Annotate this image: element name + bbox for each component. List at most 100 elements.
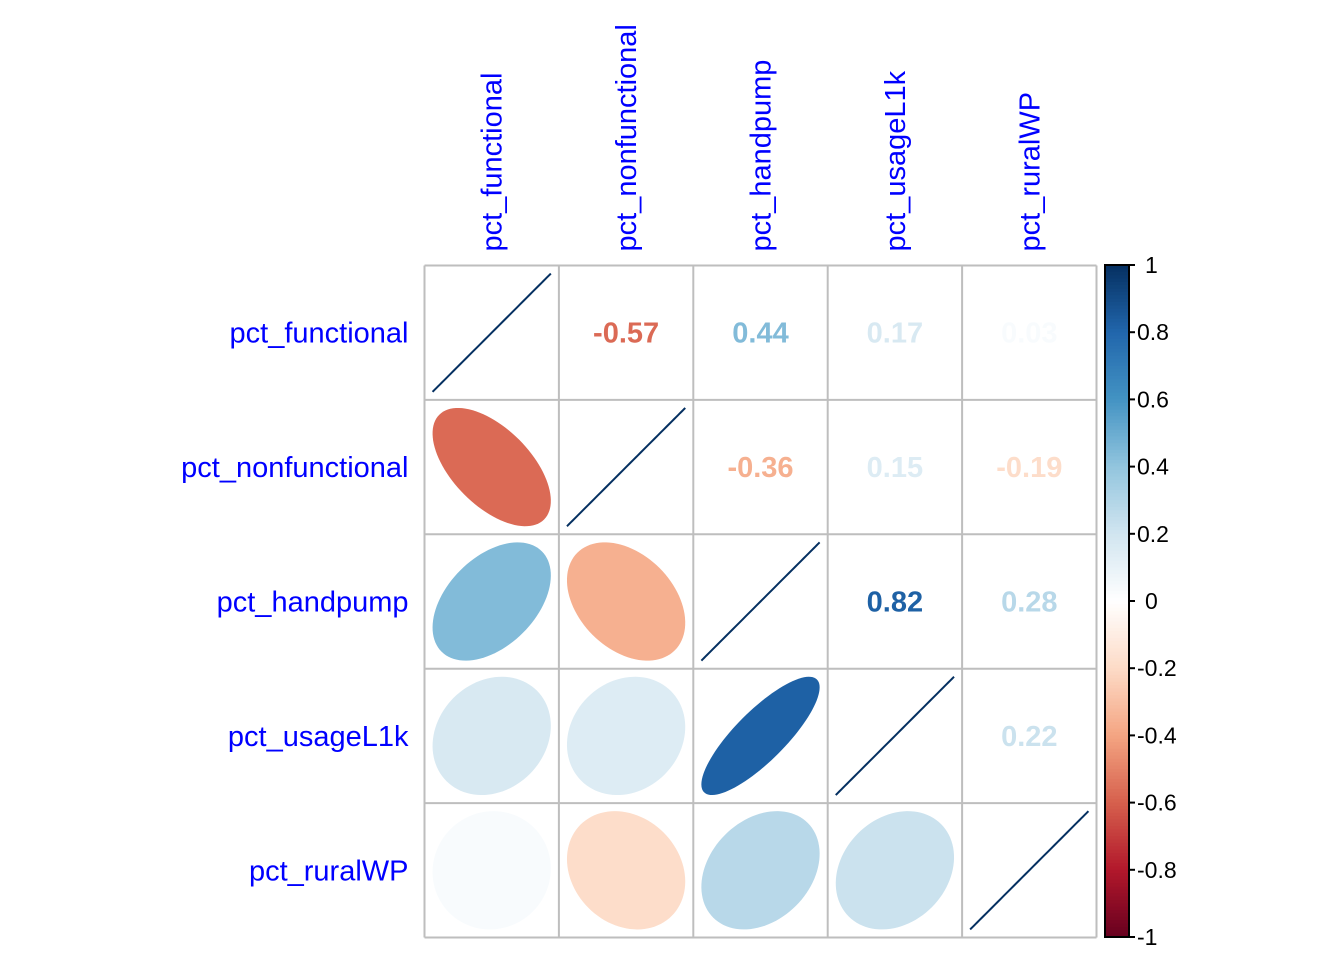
colorbar-tick-label: -0.4 xyxy=(1137,722,1177,748)
colorbar-segment xyxy=(1105,315,1129,320)
colorbar-segment xyxy=(1105,409,1129,414)
colorbar-segment xyxy=(1105,688,1129,693)
colorbar-segment xyxy=(1105,678,1129,683)
colorbar-segment xyxy=(1105,651,1129,656)
colorbar-segment xyxy=(1105,893,1129,898)
colorbar-segment xyxy=(1105,590,1129,595)
colorbar-segment xyxy=(1105,349,1129,353)
colorbar-segment xyxy=(1105,557,1129,562)
colorbar-segment xyxy=(1105,664,1129,669)
column-label: pct_usageL1k xyxy=(880,70,912,251)
colorbar-segment xyxy=(1105,574,1129,579)
colorbar-segment xyxy=(1105,866,1129,871)
colorbar-segment xyxy=(1105,863,1129,868)
colorbar-segment xyxy=(1105,627,1129,632)
colorbar-segment xyxy=(1105,765,1129,770)
colorbar-segment xyxy=(1105,674,1129,679)
colorbar-tick-label: -1 xyxy=(1137,924,1157,950)
colorbar-segment xyxy=(1105,268,1129,273)
colorbar-segment xyxy=(1105,923,1129,928)
correlation-ellipse xyxy=(835,811,955,930)
colorbar-segment xyxy=(1105,486,1129,491)
colorbar-segment xyxy=(1105,832,1129,837)
colorbar-segment xyxy=(1105,641,1129,646)
colorbar-segment xyxy=(1105,523,1129,528)
colorbar-tick-label: 0.4 xyxy=(1137,454,1169,480)
correlation-value: -0.19 xyxy=(996,452,1062,484)
colorbar-segment xyxy=(1105,859,1129,864)
colorbar-segment xyxy=(1105,799,1129,804)
colorbar-segment xyxy=(1105,769,1129,773)
colorbar-segment xyxy=(1105,732,1129,736)
column-label: pct_functional xyxy=(477,73,509,252)
colorbar-segment xyxy=(1105,637,1129,642)
colorbar-segment xyxy=(1105,580,1129,585)
column-labels: pct_functional pct_nonfunctional pct_handp… xyxy=(477,24,1047,251)
colorbar-segment xyxy=(1105,869,1129,874)
correlation-ellipse xyxy=(566,676,686,796)
colorbar-segment xyxy=(1105,446,1129,451)
colorbar-segment xyxy=(1105,463,1129,468)
colorbar-segment xyxy=(1105,338,1129,343)
colorbar-segment xyxy=(1105,842,1129,847)
colorbar-segment xyxy=(1105,375,1129,380)
colorbar-segment xyxy=(1105,805,1129,810)
correlation-ellipse xyxy=(701,676,820,796)
colorbar-segment xyxy=(1105,661,1129,666)
row-label: pct_functional xyxy=(230,318,409,350)
colorbar-segment xyxy=(1105,695,1129,700)
correlation-value: 0.82 xyxy=(867,587,923,619)
colorbar-segment xyxy=(1105,738,1129,743)
colorbar-segment xyxy=(1105,839,1129,844)
colorbar-segment xyxy=(1105,883,1129,888)
colorbar-segment xyxy=(1105,826,1129,831)
colorbar-segment xyxy=(1105,721,1129,726)
colorbar-segment xyxy=(1105,483,1129,488)
colorbar-segment xyxy=(1105,889,1129,894)
colorbar-segment xyxy=(1105,345,1129,350)
colorbar-segment xyxy=(1105,422,1129,427)
correlation-ellipse xyxy=(566,811,686,930)
colorbar-segment xyxy=(1105,382,1129,387)
row-label: pct_handpump xyxy=(217,587,409,619)
colorbar-segment xyxy=(1105,708,1129,713)
colorbar-segment xyxy=(1105,439,1129,444)
colorbar-segment xyxy=(1105,752,1129,757)
column-label: pct_ruralWP xyxy=(1014,92,1046,252)
colorbar-segment xyxy=(1105,490,1129,495)
colorbar-segment xyxy=(1105,648,1129,652)
colorbar-segment xyxy=(1105,779,1129,784)
colorbar: 1 0.8 0.6 0.4 0.2 0 -0.2 -0.4 -0.6 -0.8 -1 xyxy=(1104,252,1177,950)
colorbar-segment xyxy=(1105,853,1129,857)
diagonal-line xyxy=(835,676,955,796)
colorbar-tick-label: -0.2 xyxy=(1137,655,1177,681)
colorbar-segment xyxy=(1105,812,1129,817)
colorbar-segment xyxy=(1105,285,1129,290)
colorbar-segment xyxy=(1105,459,1129,464)
colorbar-segment xyxy=(1105,520,1129,525)
colorbar-segment xyxy=(1105,910,1129,915)
colorbar-segment xyxy=(1105,540,1129,545)
row-label: pct_usageL1k xyxy=(228,721,409,753)
colorbar-segment xyxy=(1105,416,1129,421)
colorbar-segment xyxy=(1105,782,1129,787)
colorbar-segment xyxy=(1105,715,1129,720)
colorbar-segment xyxy=(1105,426,1129,431)
colorbar-segment xyxy=(1105,607,1129,612)
colorbar-segment xyxy=(1105,671,1129,676)
colorbar-segment xyxy=(1105,849,1129,854)
colorbar-segment xyxy=(1105,601,1129,605)
colorbar-segment xyxy=(1105,527,1129,532)
colorbar-segment xyxy=(1105,809,1129,814)
correlation-value: -0.57 xyxy=(593,318,659,350)
colorbar-segment xyxy=(1105,295,1129,300)
colorbar-segment xyxy=(1105,711,1129,716)
colorbar-segment xyxy=(1105,389,1129,394)
colorbar-segment xyxy=(1105,312,1129,316)
colorbar-segment xyxy=(1105,846,1129,851)
colorbar-segment xyxy=(1105,308,1129,313)
colorbar-segment xyxy=(1105,433,1129,437)
colorbar-segment xyxy=(1105,691,1129,696)
colorbar-segment xyxy=(1105,792,1129,797)
